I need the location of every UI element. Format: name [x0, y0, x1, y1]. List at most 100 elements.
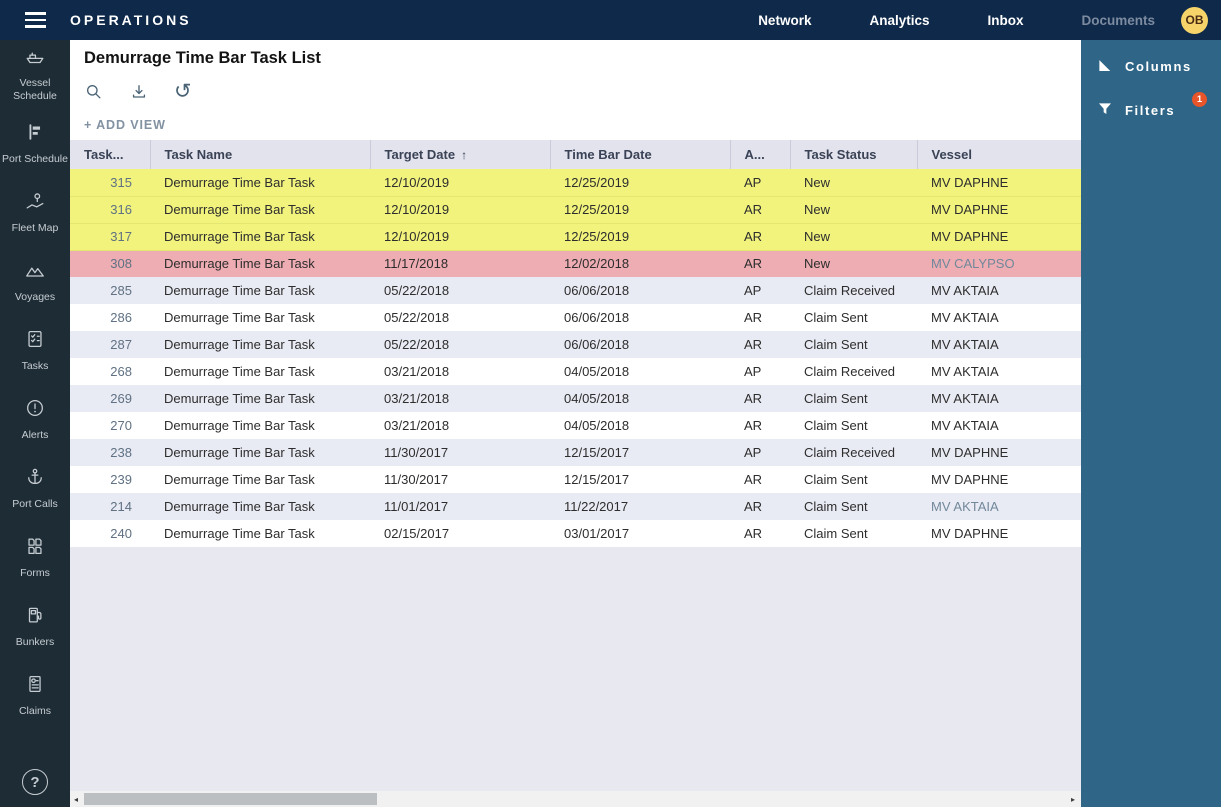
filters-button[interactable]: Filters 1 — [1096, 92, 1221, 121]
columns-icon — [1096, 56, 1114, 77]
cell-time-bar-date: 12/15/2017 — [564, 472, 630, 487]
add-view-button[interactable]: + ADD VIEW — [84, 118, 166, 132]
col-header-task-status[interactable]: Task Status — [789, 140, 917, 169]
sidebar-item-vessel-schedule[interactable]: Vessel Schedule — [0, 40, 70, 109]
scrollbar-thumb[interactable] — [84, 793, 377, 805]
columns-button[interactable]: Columns — [1096, 56, 1221, 77]
cell-task-status: Claim Received — [804, 445, 896, 460]
sidebar-item-port-schedule[interactable]: Port Schedule — [0, 109, 70, 178]
sidebar-item-label: Voyages — [14, 290, 56, 303]
table-row[interactable]: 214 Demurrage Time Bar Task 11/01/2017 1… — [70, 493, 1081, 520]
col-header-ap[interactable]: A... — [729, 140, 790, 169]
vessel-name: MV DAPHNE — [931, 174, 1009, 190]
cell-task-status: Claim Received — [804, 283, 896, 298]
right-sidebar: Columns Filters 1 — [1081, 40, 1221, 807]
cell-task-status: New — [804, 174, 831, 190]
avatar[interactable]: OB — [1181, 6, 1208, 34]
menu-icon[interactable] — [0, 12, 70, 28]
cell-time-bar-date: 12/25/2019 — [564, 174, 630, 190]
cell-task-status: Claim Sent — [804, 391, 868, 406]
grid-empty-area — [70, 547, 1081, 791]
col-header-label: Target Date — [384, 147, 456, 162]
cell-ap: AR — [744, 526, 763, 541]
checklist-icon — [24, 328, 46, 354]
page-header: Demurrage Time Bar Task List ↺ + ADD VIE… — [70, 40, 1081, 140]
cell-ap: AR — [744, 499, 763, 514]
sidebar-item-port-calls[interactable]: Port Calls — [0, 454, 70, 523]
col-header-time-bar-date[interactable]: Time Bar Date — [549, 140, 730, 169]
table-row[interactable]: 286 Demurrage Time Bar Task 05/22/2018 0… — [70, 304, 1081, 331]
sidebar-item-label: Bunkers — [15, 635, 55, 648]
cell-vessel: MV AKTAIA — [917, 304, 1081, 331]
vessel-name: MV AKTAIA — [931, 337, 999, 352]
table-row[interactable]: 285 Demurrage Time Bar Task 05/22/2018 0… — [70, 277, 1081, 304]
table-row[interactable]: 268 Demurrage Time Bar Task 03/21/2018 0… — [70, 358, 1081, 385]
cell-task-id: 239 — [110, 472, 132, 487]
sidebar-item-fleet-map[interactable]: Fleet Map — [0, 178, 70, 247]
cell-time-bar-date: 11/22/2017 — [564, 499, 629, 514]
cell-time-bar-date: 04/05/2018 — [564, 418, 630, 433]
table-body: 315 Demurrage Time Bar Task 12/10/2019 1… — [70, 169, 1081, 547]
scroll-right-icon[interactable]: ▸ — [1070, 794, 1075, 804]
sidebar-item-forms[interactable]: Forms — [0, 523, 70, 592]
search-icon[interactable] — [84, 82, 104, 102]
filter-icon — [1096, 100, 1114, 121]
sidebar-item-tasks[interactable]: Tasks — [0, 316, 70, 385]
cell-target-date: 05/22/2018 — [384, 283, 450, 298]
scroll-left-icon[interactable]: ◂ — [73, 794, 78, 804]
table-row[interactable]: 238 Demurrage Time Bar Task 11/30/2017 1… — [70, 439, 1081, 466]
cell-target-date: 03/21/2018 — [384, 391, 450, 406]
col-header-task-name[interactable]: Task Name — [149, 140, 370, 169]
cell-vessel: MV CALYPSO — [917, 250, 1081, 277]
task-table: Task... Task Name Target Date ↑ Time Bar … — [70, 140, 1081, 547]
cell-task-status: New — [804, 202, 831, 217]
nav-inbox[interactable]: Inbox — [987, 12, 1024, 28]
cell-vessel: MV AKTAIA — [917, 493, 1081, 520]
cell-target-date: 05/22/2018 — [384, 337, 450, 352]
reset-icon[interactable]: ↺ — [174, 80, 192, 103]
cell-task-id: 214 — [110, 499, 132, 514]
vessel-name: MV AKTAIA — [931, 391, 999, 406]
table-row[interactable]: 287 Demurrage Time Bar Task 05/22/2018 0… — [70, 331, 1081, 358]
table-row[interactable]: 270 Demurrage Time Bar Task 03/21/2018 0… — [70, 412, 1081, 439]
nav-network[interactable]: Network — [758, 12, 812, 28]
cell-target-date: 12/10/2019 — [384, 174, 450, 190]
sort-asc-icon: ↑ — [461, 148, 468, 162]
sidebar-item-label: Forms — [20, 566, 50, 579]
table-row[interactable]: 308 Demurrage Time Bar Task 11/17/2018 1… — [70, 250, 1081, 277]
cell-task-name: Demurrage Time Bar Task — [164, 229, 315, 244]
col-header-task-id[interactable]: Task... — [70, 140, 150, 169]
col-header-target-date[interactable]: Target Date ↑ — [369, 140, 550, 169]
sidebar-item-claims[interactable]: Claims — [0, 661, 70, 730]
sidebar-item-bunkers[interactable]: Bunkers — [0, 592, 70, 661]
col-header-vessel[interactable]: Vessel — [916, 140, 1081, 169]
table-row[interactable]: 315 Demurrage Time Bar Task 12/10/2019 1… — [70, 169, 1081, 196]
table-row[interactable]: 317 Demurrage Time Bar Task 12/10/2019 1… — [70, 223, 1081, 250]
sidebar-item-alerts[interactable]: Alerts — [0, 385, 70, 454]
cell-time-bar-date: 03/01/2017 — [564, 526, 630, 541]
vessel-name: MV DAPHNE — [931, 472, 1009, 487]
help-icon[interactable]: ? — [22, 769, 48, 795]
cell-task-name: Demurrage Time Bar Task — [164, 283, 315, 298]
horizontal-scrollbar[interactable]: ◂ ▸ — [70, 791, 1081, 807]
table-row[interactable]: 316 Demurrage Time Bar Task 12/10/2019 1… — [70, 196, 1081, 223]
cell-time-bar-date: 12/25/2019 — [564, 229, 630, 244]
cell-task-name: Demurrage Time Bar Task — [164, 499, 315, 514]
vessel-name: MV AKTAIA — [931, 499, 999, 514]
cell-target-date: 11/30/2017 — [384, 445, 449, 460]
sidebar-item-label: Claims — [18, 704, 52, 717]
table-row[interactable]: 269 Demurrage Time Bar Task 03/21/2018 0… — [70, 385, 1081, 412]
ship-icon — [24, 46, 46, 72]
sidebar-item-voyages[interactable]: Voyages — [0, 247, 70, 316]
cell-vessel: MV AKTAIA — [917, 358, 1081, 385]
table-row[interactable]: 239 Demurrage Time Bar Task 11/30/2017 1… — [70, 466, 1081, 493]
cell-time-bar-date: 06/06/2018 — [564, 283, 630, 298]
download-icon[interactable] — [129, 82, 149, 102]
vessel-name: MV DAPHNE — [931, 445, 1009, 460]
nav-analytics[interactable]: Analytics — [869, 12, 930, 28]
cell-vessel: MV DAPHNE — [917, 169, 1081, 196]
cell-time-bar-date: 12/25/2019 — [564, 202, 630, 217]
cell-target-date: 12/10/2019 — [384, 229, 450, 244]
nav-documents[interactable]: Documents — [1081, 12, 1155, 28]
table-row[interactable]: 240 Demurrage Time Bar Task 02/15/2017 0… — [70, 520, 1081, 547]
